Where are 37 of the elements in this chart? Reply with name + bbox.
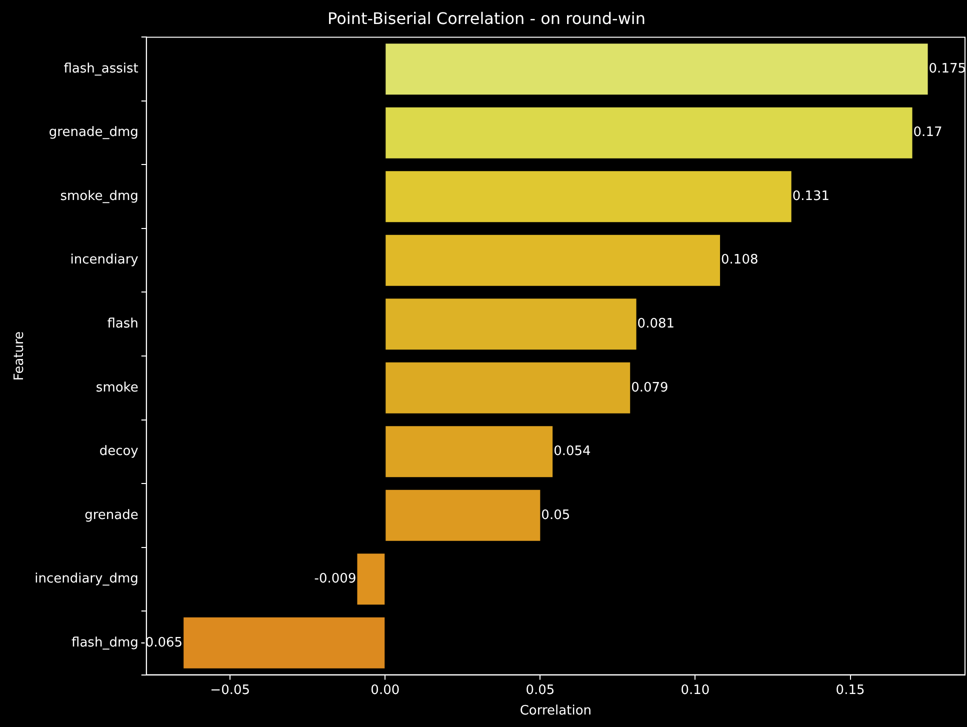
bar [386,426,553,478]
y-tick-label: flash [107,316,138,332]
bar [386,490,540,541]
y-axis-title: Feature [12,331,28,381]
y-tick-label: smoke_dmg [60,188,138,204]
data-label: 0.131 [792,188,830,204]
y-tick-label: decoy [99,444,139,460]
bar [386,362,630,414]
data-label: 0.054 [554,444,591,460]
x-axis-title: Correlation [520,704,592,719]
y-tick-label: incendiary_dmg [34,572,138,587]
data-label: -0.009 [314,572,356,587]
x-tick-label: 0.05 [526,682,555,698]
bar [184,617,385,668]
x-tick-label: 0.15 [836,682,865,698]
data-label: 0.175 [928,61,966,76]
x-tick-label: 0.00 [370,682,400,698]
y-tick-label: grenade [84,508,138,523]
bar [386,298,636,350]
bar [386,44,928,95]
data-label: 0.05 [541,508,570,523]
data-label: 0.079 [631,380,668,396]
x-tick-label: 0.10 [680,682,710,698]
x-tick-label: −0.05 [210,682,250,698]
y-tick-label: flash_dmg [72,635,138,650]
y-tick-label: smoke [96,380,138,396]
data-label: 0.108 [721,252,758,268]
data-label: 0.17 [913,125,942,140]
bar [386,107,912,158]
chart-title: Point-Biserial Correlation - on round-win [328,8,646,28]
data-label: 0.081 [637,316,675,332]
bar [386,171,792,222]
y-tick-label: flash_assist [64,61,138,76]
bar [357,554,385,605]
y-tick-label: grenade_dmg [48,125,138,140]
bar [386,234,720,286]
y-tick-label: incendiary [70,252,139,268]
